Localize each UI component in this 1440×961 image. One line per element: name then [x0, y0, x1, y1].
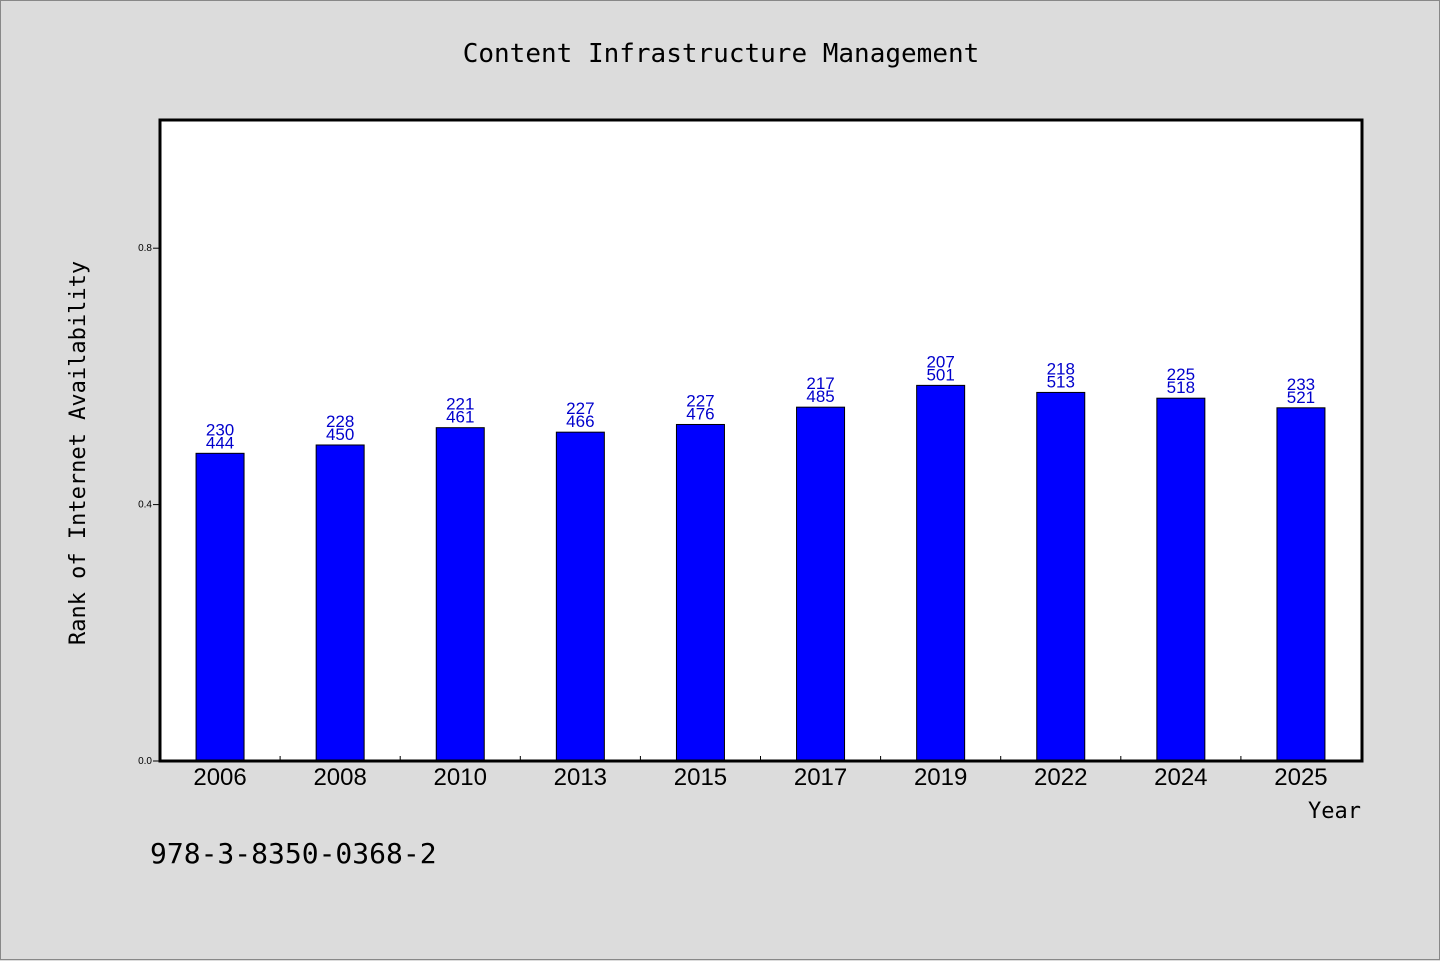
data-label-top: 218 [1047, 359, 1075, 378]
x-axis: 2006 2008 2010 2013 2015 2017 2019 2022 2024 2025 [193, 756, 1328, 791]
bar-2019 [916, 384, 966, 762]
plot-border [158, 118, 1364, 763]
data-label-top: 228 [326, 412, 354, 431]
x-tick-label: 2022 [1034, 764, 1087, 791]
x-tick-label: 2024 [1154, 764, 1207, 791]
x-tick-label: 2006 [193, 764, 246, 791]
bar-2022 [1036, 391, 1086, 762]
data-label-top: 227 [686, 391, 714, 410]
data-label-top: 225 [1167, 365, 1195, 384]
bar-2008 [315, 444, 365, 762]
x-tick-label: 2025 [1274, 764, 1327, 791]
data-label-bottom: 476 [686, 404, 714, 423]
x-tick-label: 2019 [914, 764, 967, 791]
bar-2010 [435, 427, 485, 762]
data-label-bottom: 521 [1287, 388, 1315, 407]
y-axis-title: Rank of Internet Availability [66, 261, 91, 645]
x-axis-title: Year [1308, 799, 1361, 824]
data-label-top: 233 [1287, 375, 1315, 394]
bar-2006 [195, 452, 245, 762]
bar-2024 [1156, 397, 1206, 762]
y-axis: 0.0 0.4 0.8 [138, 243, 160, 767]
data-label-top: 227 [566, 399, 594, 418]
x-tick-label: 2015 [674, 764, 727, 791]
x-tick-label: 2010 [434, 764, 487, 791]
data-label-bottom: 513 [1047, 372, 1075, 391]
y-tick-label: 0.0 [138, 756, 152, 767]
data-label-bottom: 461 [446, 408, 474, 427]
bar-2013 [555, 431, 605, 762]
isbn-footer: 978-3-8350-0368-2 [150, 837, 437, 870]
data-label-bottom: 485 [806, 387, 834, 406]
x-tick-label: 2017 [794, 764, 847, 791]
bar-2015 [675, 423, 725, 762]
bar-2025 [1276, 407, 1326, 762]
data-label-top: 207 [926, 352, 954, 371]
data-label-bottom: 450 [326, 425, 354, 444]
data-label-top: 217 [806, 374, 834, 393]
bar-series [195, 384, 1326, 762]
data-label-top: 221 [446, 395, 474, 414]
chart-title: Content Infrastructure Management [463, 39, 980, 69]
y-tick-label: 0.4 [138, 500, 152, 511]
y-tick-label: 0.8 [138, 243, 152, 254]
data-label-bottom: 466 [566, 412, 594, 431]
bar-2017 [796, 406, 846, 762]
data-label-bottom: 444 [206, 433, 234, 452]
x-tick-label: 2008 [313, 764, 366, 791]
data-label-bottom: 518 [1167, 378, 1195, 397]
data-label-bottom: 501 [926, 365, 954, 384]
x-tick-label: 2013 [554, 764, 607, 791]
data-label-top: 230 [206, 420, 234, 439]
